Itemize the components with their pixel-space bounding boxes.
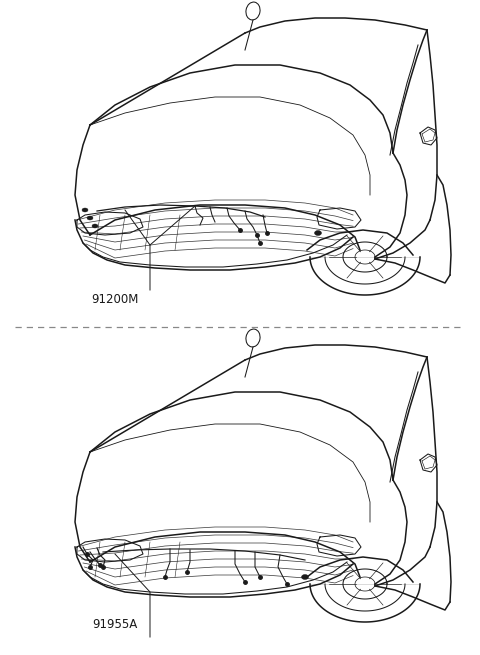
Text: 91200M: 91200M [91, 293, 139, 306]
Ellipse shape [301, 574, 309, 580]
Text: 91955A: 91955A [92, 618, 138, 631]
Ellipse shape [87, 216, 93, 220]
Ellipse shape [92, 224, 98, 228]
Ellipse shape [314, 231, 322, 236]
Ellipse shape [82, 208, 88, 212]
